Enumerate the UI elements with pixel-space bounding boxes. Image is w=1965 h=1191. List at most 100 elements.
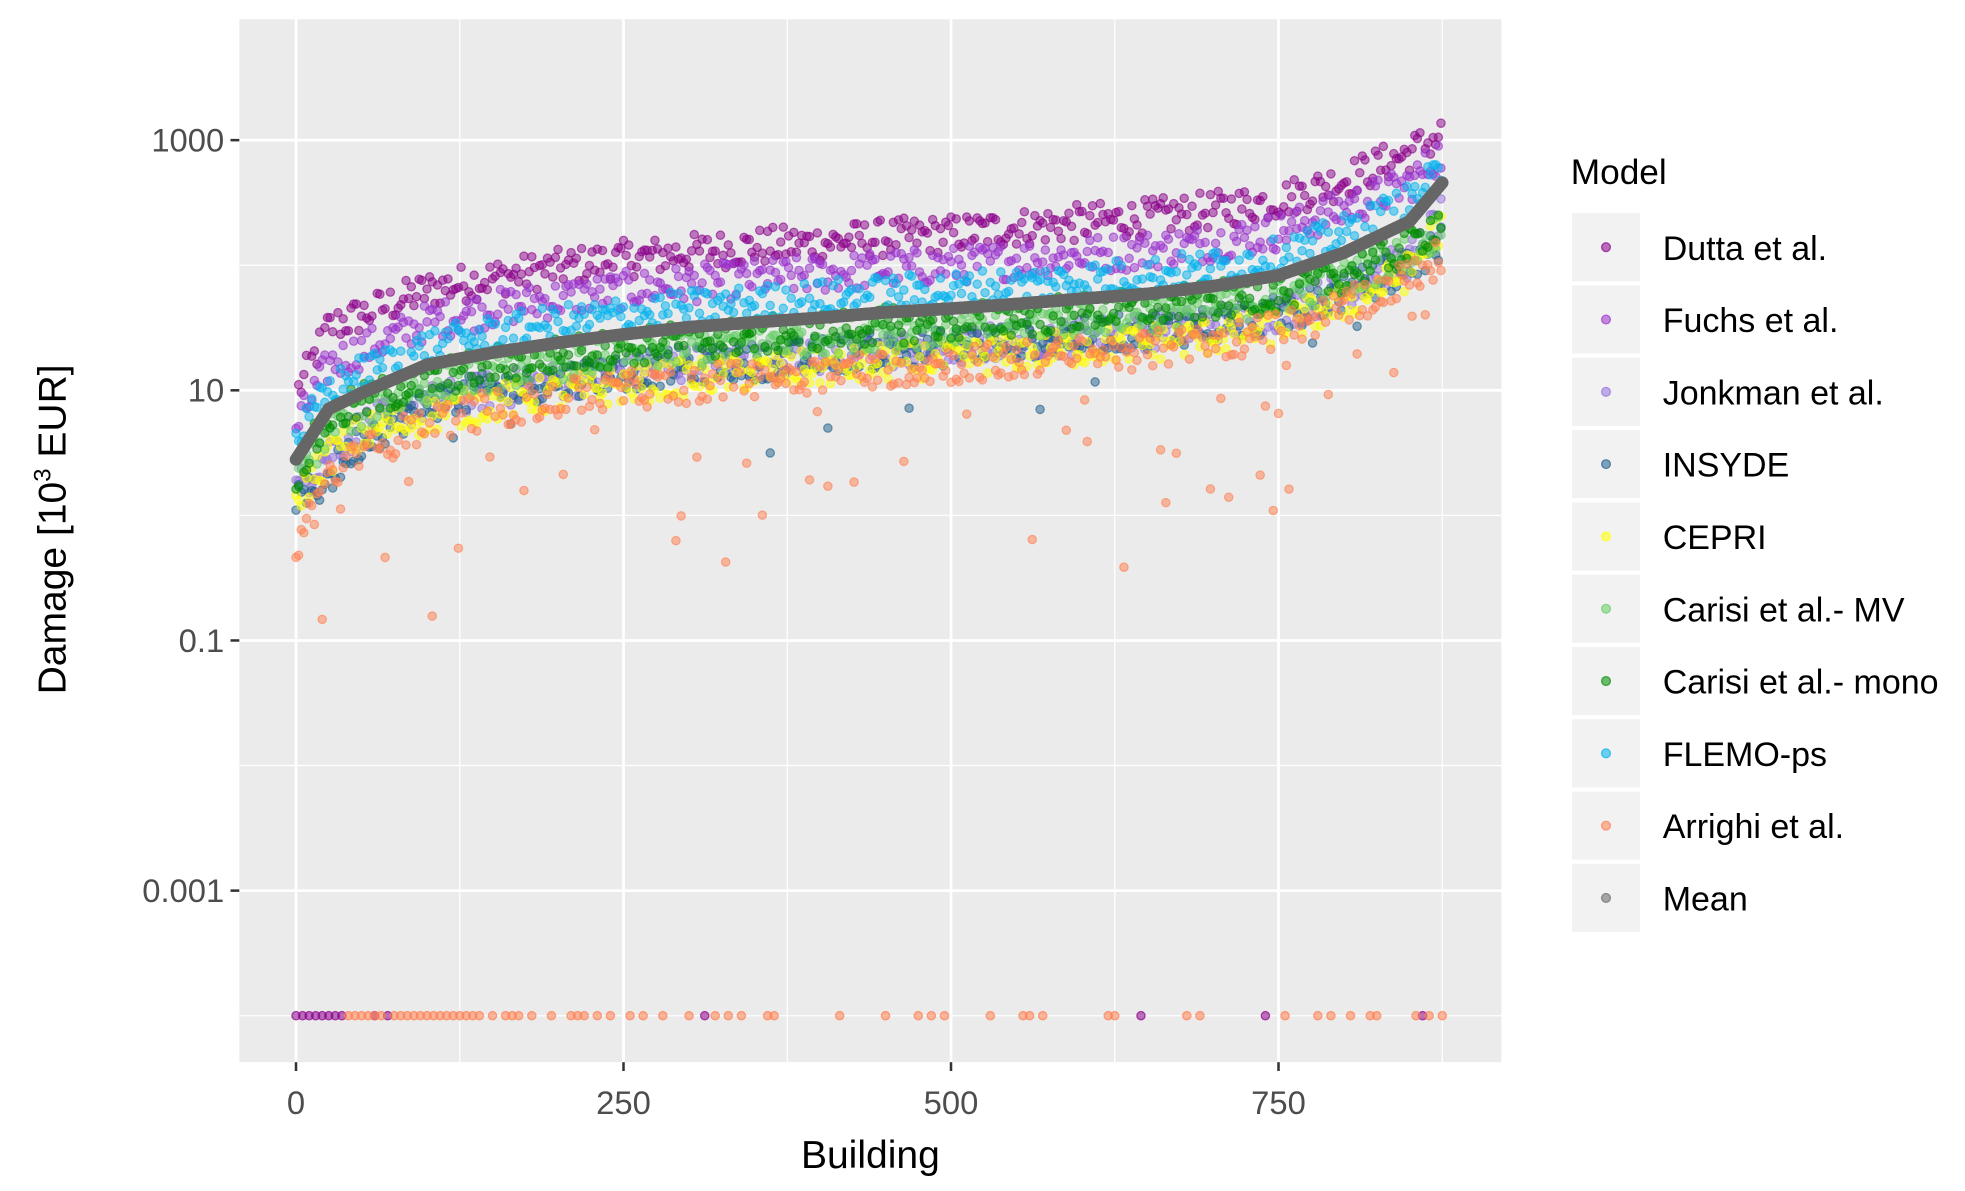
data-point <box>453 380 464 391</box>
data-point <box>972 357 982 367</box>
data-point <box>430 428 440 438</box>
data-point <box>1268 505 1279 516</box>
data-point <box>299 390 309 401</box>
x-axis: 0 250 500 750 <box>287 1062 1306 1121</box>
data-point <box>867 337 878 348</box>
data-point <box>621 266 631 277</box>
data-point <box>482 284 493 295</box>
data-point <box>1276 326 1286 336</box>
data-point <box>789 283 799 294</box>
data-point <box>1276 211 1286 221</box>
data-point <box>878 349 888 360</box>
data-point <box>1100 327 1111 338</box>
data-point <box>946 333 956 343</box>
data-point <box>1378 287 1389 297</box>
data-point <box>1373 175 1383 185</box>
zero-data-point <box>736 1010 747 1021</box>
data-point <box>1205 189 1216 200</box>
zero-data-point <box>658 1010 668 1021</box>
data-point <box>1352 185 1362 196</box>
data-point <box>1294 202 1305 213</box>
x-tick-label: 0 <box>287 1084 305 1121</box>
data-point <box>1056 233 1066 244</box>
data-point <box>346 426 356 437</box>
data-point <box>1103 247 1113 258</box>
data-point <box>443 399 453 410</box>
x-axis-title: Building <box>801 1134 940 1177</box>
data-point <box>375 354 385 365</box>
data-point <box>529 389 540 400</box>
data-point <box>796 327 807 338</box>
data-point <box>980 351 990 362</box>
data-point <box>1124 226 1134 237</box>
data-point <box>477 331 487 342</box>
data-point <box>1127 365 1137 375</box>
data-point <box>327 326 338 337</box>
data-point <box>492 386 503 397</box>
data-point <box>1299 215 1310 226</box>
data-point <box>414 341 424 351</box>
data-point <box>1171 448 1182 459</box>
data-point <box>689 229 700 240</box>
data-point <box>794 337 804 347</box>
data-point <box>482 406 493 416</box>
data-point <box>403 476 414 487</box>
data-point <box>804 231 815 242</box>
data-point <box>1360 279 1370 290</box>
data-point <box>702 394 713 404</box>
data-point <box>427 611 438 621</box>
data-point <box>1192 324 1203 335</box>
data-point <box>906 261 917 271</box>
data-point <box>715 230 726 240</box>
data-point <box>293 481 304 492</box>
data-point <box>1218 328 1229 338</box>
data-point <box>985 256 996 266</box>
data-point <box>1161 303 1171 313</box>
data-point <box>663 349 673 360</box>
data-point <box>757 510 768 520</box>
data-point <box>940 365 951 376</box>
data-point <box>731 291 741 301</box>
data-point <box>812 406 823 417</box>
data-point <box>1003 286 1014 297</box>
data-point <box>1189 312 1200 323</box>
data-point <box>1166 223 1176 234</box>
data-point <box>1436 118 1446 128</box>
data-point <box>912 373 922 383</box>
data-point <box>1087 200 1098 211</box>
data-point <box>558 469 569 480</box>
data-point <box>498 334 508 345</box>
data-point <box>1430 237 1441 248</box>
data-point <box>1344 315 1355 325</box>
data-point <box>681 398 692 409</box>
data-point <box>1389 367 1399 378</box>
data-point <box>1155 445 1166 455</box>
data-point <box>749 300 760 311</box>
data-point <box>351 412 362 423</box>
data-point <box>637 344 647 355</box>
data-point <box>1069 310 1079 321</box>
data-point <box>652 360 663 371</box>
data-point <box>1258 191 1268 202</box>
legend-label: CEPRI <box>1663 519 1767 557</box>
data-point <box>1281 180 1292 190</box>
data-point <box>1341 226 1352 237</box>
data-point <box>320 322 330 333</box>
data-point <box>1250 221 1260 232</box>
zero-data-point <box>1024 1010 1035 1021</box>
data-point <box>453 543 464 554</box>
data-point <box>702 289 713 299</box>
data-point <box>836 338 846 348</box>
data-point <box>870 237 880 248</box>
data-point <box>1210 200 1221 210</box>
data-point <box>1216 393 1226 404</box>
data-point <box>477 302 487 312</box>
data-point <box>582 268 592 279</box>
data-point <box>765 300 776 311</box>
data-point <box>1383 195 1394 206</box>
legend-label: INSYDE <box>1663 447 1790 485</box>
data-point <box>618 395 629 406</box>
data-point <box>516 417 527 427</box>
data-point <box>385 287 396 297</box>
data-point <box>762 357 773 367</box>
